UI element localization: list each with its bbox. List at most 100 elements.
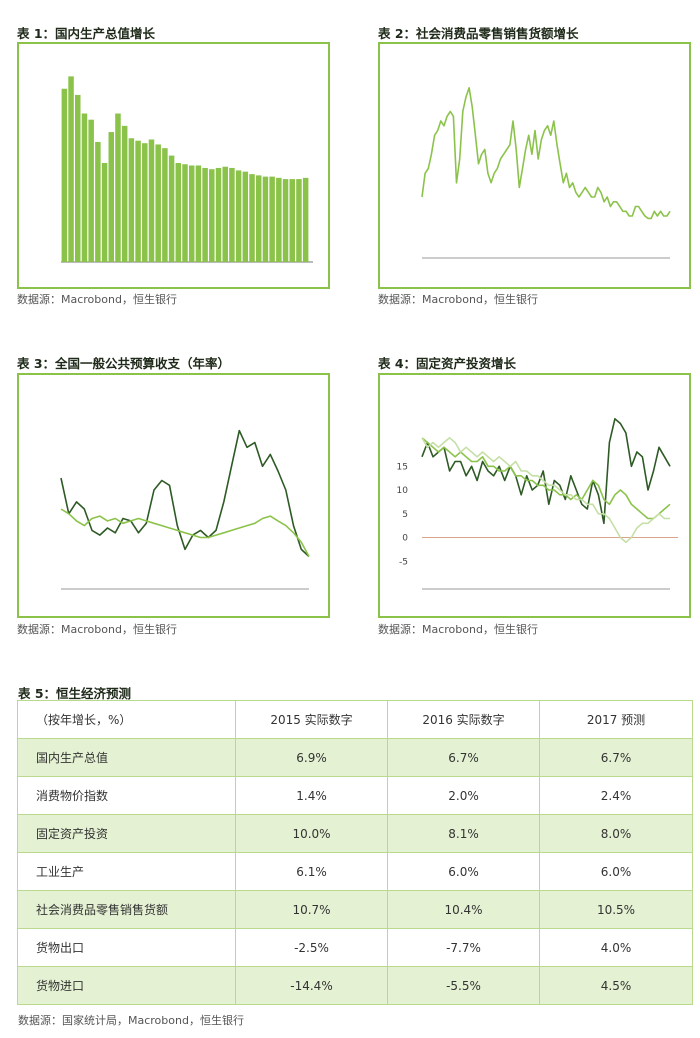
budget-line-chart — [60, 429, 310, 590]
chart3-frame — [17, 373, 330, 618]
chart2-title: 表 2：社会消费品零售销售货额增长 — [378, 26, 579, 41]
series-line — [60, 429, 310, 558]
chart4-title: 表 4：固定资产投资增长 — [378, 356, 517, 371]
header-cell: 2017 预测 — [539, 700, 693, 739]
series-line — [421, 417, 671, 525]
bar — [68, 76, 74, 262]
table-cell: 6.7% — [387, 738, 540, 777]
gdp-bar-chart — [61, 76, 313, 263]
series-line — [421, 437, 671, 520]
y-tick-label: -5 — [399, 557, 408, 567]
fixed-investment-line-chart: -5 0 5 10 15 — [397, 417, 678, 590]
table-row: 工业生产 6.1% 6.0% 6.0% — [17, 852, 693, 891]
bar — [229, 167, 235, 262]
bar — [215, 167, 222, 262]
table-cell: -5.5% — [387, 966, 540, 1005]
bar — [81, 113, 88, 262]
bar — [249, 174, 255, 262]
bar — [95, 141, 101, 262]
table-cell: 2.4% — [539, 776, 693, 815]
table-cell: 2.0% — [387, 776, 540, 815]
table-cell: 8.1% — [387, 814, 540, 853]
chart1-source: 数据源：Macrobond，恒生银行 — [17, 293, 177, 306]
table-cell: 10.5% — [539, 890, 693, 929]
row-label: 工业生产 — [17, 852, 236, 891]
table-row: 货物进口 -14.4% -5.5% 4.5% — [17, 966, 693, 1005]
y-tick-label: 10 — [397, 486, 409, 496]
row-label: 社会消费品零售销售货额 — [17, 890, 236, 929]
table-row: 消费物价指数 1.4% 2.0% 2.4% — [17, 776, 693, 815]
bar — [108, 132, 115, 262]
bar — [302, 177, 309, 262]
bar — [121, 125, 128, 262]
table-cell: 6.1% — [235, 852, 388, 891]
chart1-frame — [17, 42, 330, 289]
chart3-title: 表 3：全国一般公共预算收支（年率） — [17, 356, 231, 371]
bar — [168, 155, 175, 262]
table-cell: 1.4% — [235, 776, 388, 815]
bar — [222, 166, 228, 262]
bar — [276, 177, 282, 262]
header-cell: 2015 实际数字 — [235, 700, 388, 739]
table-cell: -7.7% — [387, 928, 540, 967]
row-label: 国内生产总值 — [17, 738, 236, 777]
bar — [75, 94, 81, 262]
y-tick-label: 0 — [402, 534, 408, 544]
bar — [101, 163, 108, 262]
bar — [255, 175, 262, 262]
bar — [209, 169, 215, 262]
bar — [289, 179, 295, 262]
bar — [115, 113, 121, 262]
series-line — [421, 436, 670, 544]
bar — [182, 164, 188, 262]
bar — [155, 144, 161, 262]
table-cell: 6.7% — [539, 738, 693, 777]
bar — [195, 165, 202, 262]
table-cell: 4.0% — [539, 928, 693, 967]
bar — [235, 170, 242, 262]
table-header-row: （按年增长，%） 2015 实际数字 2016 实际数字 2017 预测 — [17, 700, 693, 739]
chart2-source: 数据源：Macrobond，恒生银行 — [378, 293, 538, 306]
bar — [162, 148, 168, 262]
chart2-frame — [378, 42, 691, 289]
table-row: 国内生产总值 6.9% 6.7% 6.7% — [17, 738, 693, 777]
table-cell: 6.0% — [387, 852, 540, 891]
chart3-source: 数据源：Macrobond，恒生银行 — [17, 623, 177, 636]
table-cell: 6.0% — [539, 852, 693, 891]
table-row: 货物出口 -2.5% -7.7% 4.0% — [17, 928, 693, 967]
table-cell: -2.5% — [235, 928, 388, 967]
bar — [88, 119, 94, 262]
table-cell: 10.0% — [235, 814, 388, 853]
table-cell: 6.9% — [235, 738, 388, 777]
bar — [188, 165, 195, 262]
y-tick-label: 5 — [402, 510, 408, 520]
bar — [282, 179, 289, 262]
header-cell: 2016 实际数字 — [387, 700, 540, 739]
row-label: 货物进口 — [17, 966, 236, 1005]
row-label: 货物出口 — [17, 928, 236, 967]
bar — [202, 167, 208, 262]
chart1-title: 表 1：国内生产总值增长 — [17, 26, 156, 41]
bar — [296, 179, 302, 262]
table-cell: 4.5% — [539, 966, 693, 1005]
table-cell: 8.0% — [539, 814, 693, 853]
bar — [262, 176, 269, 262]
bar — [128, 138, 135, 262]
table-row: 固定资产投资 10.0% 8.1% 8.0% — [17, 814, 693, 853]
header-cell: （按年增长，%） — [17, 700, 236, 739]
bar — [242, 171, 249, 262]
chart4-frame: -5 0 5 10 15 — [378, 373, 691, 618]
bar — [148, 139, 155, 262]
forecast-table: （按年增长，%） 2015 实际数字 2016 实际数字 2017 预测 国内生… — [17, 700, 693, 1005]
bar — [135, 140, 141, 262]
bar — [61, 88, 68, 262]
table-source: 数据源：国家统计局，Macrobond，恒生银行 — [18, 1014, 244, 1027]
table-title: 表 5：恒生经济预测 — [18, 686, 132, 701]
table-cell: 10.4% — [387, 890, 540, 929]
y-tick-label: 15 — [397, 462, 408, 472]
row-label: 消费物价指数 — [17, 776, 236, 815]
bar — [175, 163, 182, 262]
retail-sales-line-chart — [421, 86, 671, 259]
table-row: 社会消费品零售销售货额 10.7% 10.4% 10.5% — [17, 890, 693, 929]
table-cell: -14.4% — [235, 966, 388, 1005]
